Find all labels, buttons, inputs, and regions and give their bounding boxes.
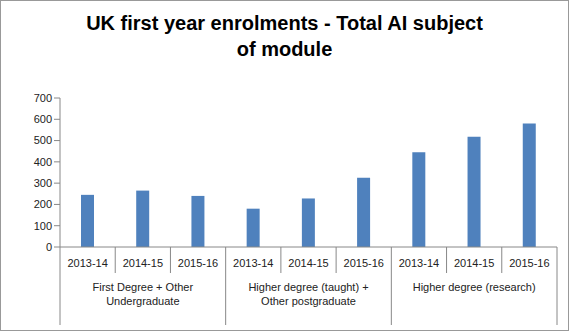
svg-text:2014-15: 2014-15	[123, 257, 163, 269]
svg-text:Higher degree (research): Higher degree (research)	[413, 281, 536, 293]
svg-text:0: 0	[46, 241, 52, 253]
svg-text:2015-16: 2015-16	[509, 257, 549, 269]
svg-text:First Degree + Other: First Degree + Other	[93, 281, 194, 293]
svg-text:700: 700	[34, 92, 52, 104]
svg-text:2014-15: 2014-15	[288, 257, 328, 269]
svg-text:2015-16: 2015-16	[178, 257, 218, 269]
svg-text:2014-15: 2014-15	[454, 257, 494, 269]
svg-text:Higher degree (taught) +: Higher degree (taught) +	[248, 281, 368, 293]
svg-text:2013-14: 2013-14	[67, 257, 107, 269]
svg-text:2013-14: 2013-14	[233, 257, 273, 269]
svg-text:400: 400	[34, 156, 52, 168]
html-text:UK first year enrolments - Tot: UK first year enrolments - Total AI subj…	[86, 12, 483, 60]
svg-text:300: 300	[34, 177, 52, 189]
svg-text:Undergraduate: Undergraduate	[106, 295, 179, 307]
svg-text:200: 200	[34, 198, 52, 210]
svg-text:2015-16: 2015-16	[344, 257, 384, 269]
svg-text:Other postgraduate: Other postgraduate	[261, 295, 356, 307]
svg-text:100: 100	[34, 220, 52, 232]
svg-text:2013-14: 2013-14	[399, 257, 439, 269]
svg-text:600: 600	[34, 113, 52, 125]
svg-text:500: 500	[34, 134, 52, 146]
